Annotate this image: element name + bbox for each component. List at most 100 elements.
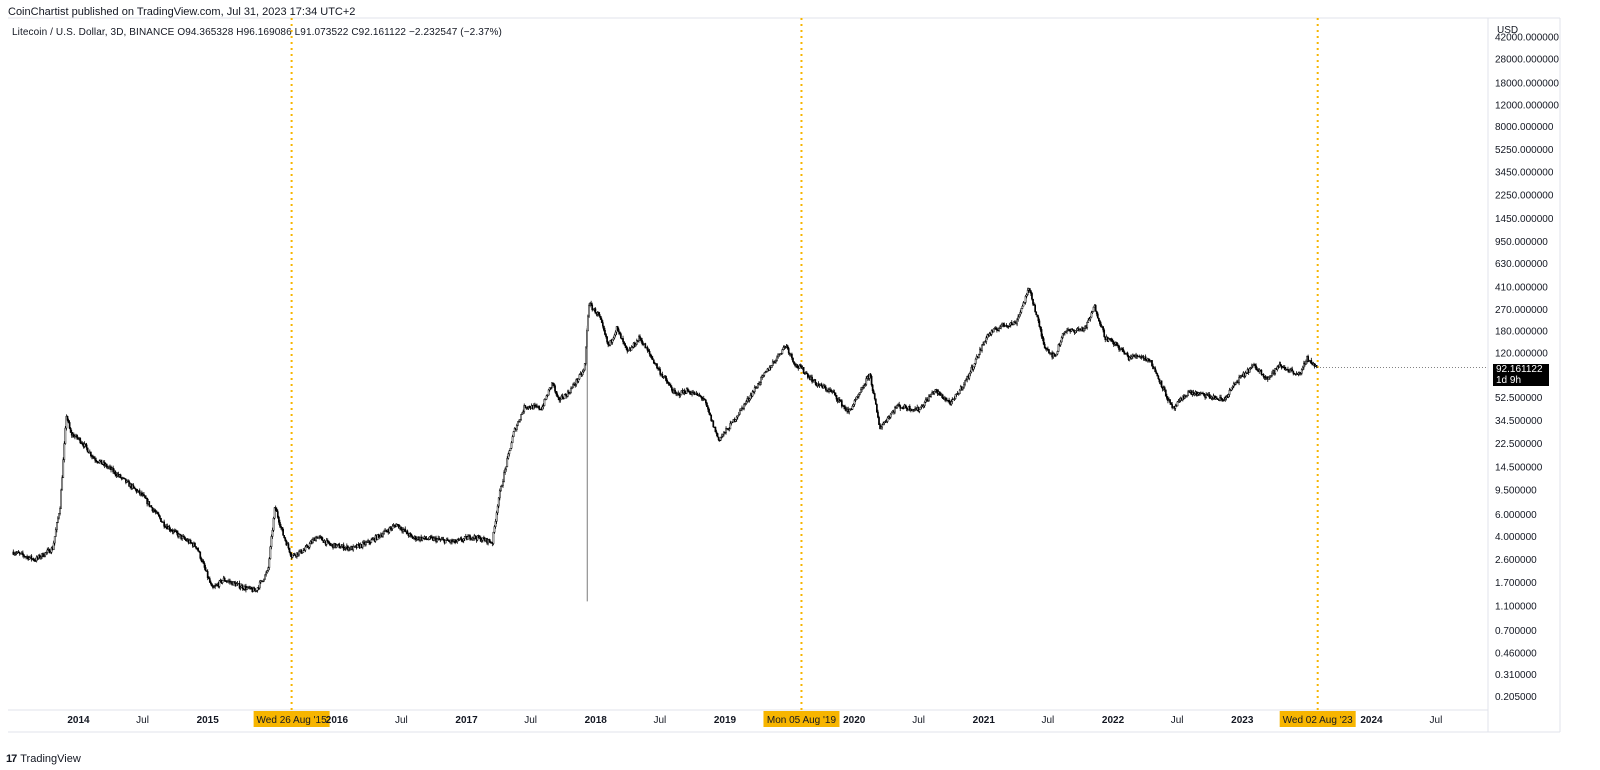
candle-body bbox=[609, 340, 612, 346]
candle-body bbox=[1178, 400, 1181, 402]
candle-body bbox=[146, 497, 148, 505]
candle-body bbox=[232, 581, 235, 586]
tradingview-wordmark: TradingView bbox=[20, 753, 81, 765]
price-tick-label: 270.000000 bbox=[1495, 305, 1548, 316]
candle-body bbox=[648, 351, 651, 355]
candle-body bbox=[1186, 394, 1188, 398]
candle-body bbox=[178, 533, 180, 537]
candle-body bbox=[119, 474, 122, 479]
candle-body bbox=[548, 387, 551, 391]
candle-body bbox=[998, 328, 1000, 331]
candle-body bbox=[44, 552, 47, 557]
symbol-info-bar[interactable]: Litecoin / U.S. Dollar, 3D, BINANCE O94.… bbox=[12, 27, 502, 38]
candle-body bbox=[1300, 369, 1303, 374]
time-axis[interactable]: 2014 Jul 2015 2016 Jul 2017 Jul 2018 Jul 2019 2020… bbox=[67, 715, 1442, 726]
candle-body bbox=[874, 398, 877, 405]
candle-body bbox=[163, 521, 165, 527]
candle-body bbox=[421, 537, 424, 541]
candle-body bbox=[650, 355, 653, 359]
candle-body bbox=[986, 334, 989, 339]
candle-body bbox=[700, 396, 703, 399]
candle-body bbox=[339, 547, 342, 549]
candle-body bbox=[210, 582, 212, 585]
candle-body bbox=[1066, 330, 1068, 332]
candle-body bbox=[860, 389, 862, 394]
candle-body bbox=[1032, 298, 1034, 305]
candle-body bbox=[1269, 376, 1271, 378]
candle-body bbox=[523, 405, 526, 412]
candle-body bbox=[630, 347, 633, 351]
candle-body bbox=[276, 511, 279, 518]
candle-body bbox=[1100, 323, 1102, 328]
candle-body bbox=[941, 394, 944, 399]
candle-body bbox=[1271, 372, 1273, 376]
tradingview-branding[interactable]: 17 TradingView bbox=[6, 753, 81, 765]
candle-body bbox=[992, 328, 995, 333]
candle-body bbox=[462, 538, 465, 541]
candle-body bbox=[547, 389, 550, 396]
candle-body bbox=[978, 354, 980, 358]
last-price-value: 92.161122 bbox=[1496, 364, 1543, 375]
candle-body bbox=[715, 431, 718, 434]
candle-body bbox=[886, 417, 889, 422]
candle-body bbox=[93, 456, 95, 459]
candle-body bbox=[1205, 394, 1208, 398]
price-tick-label: 0.460000 bbox=[1495, 649, 1537, 660]
halving-markers: Wed 26 Aug '15 Mon 05 Aug '19 Wed 02 Aug '… bbox=[253, 18, 1356, 727]
candle-body bbox=[853, 400, 856, 405]
candle-body bbox=[283, 535, 286, 538]
candle-body bbox=[1039, 326, 1042, 330]
candle-body bbox=[98, 460, 101, 463]
candle-body bbox=[577, 378, 580, 382]
candle-body bbox=[60, 489, 62, 509]
candle-body bbox=[369, 542, 372, 544]
candle-body bbox=[415, 536, 417, 541]
candle-body bbox=[190, 542, 193, 544]
candle-body bbox=[483, 537, 485, 540]
candle-body bbox=[777, 353, 779, 358]
halving-date-badge bbox=[763, 711, 840, 727]
candle-body bbox=[361, 542, 364, 548]
candle-body bbox=[1176, 401, 1179, 407]
candle-body bbox=[1092, 306, 1095, 312]
candle-body bbox=[255, 590, 258, 592]
candle-body bbox=[70, 432, 73, 436]
price-tick-label: 28000.000000 bbox=[1495, 55, 1559, 66]
candle-body bbox=[840, 400, 843, 407]
time-tick-label: Jul bbox=[1430, 715, 1443, 726]
candle-body bbox=[1065, 331, 1067, 333]
time-tick-label: Jul bbox=[395, 715, 408, 726]
candle-body bbox=[402, 529, 404, 532]
candle-body bbox=[463, 536, 466, 540]
candle-body bbox=[67, 419, 70, 423]
candle-body bbox=[282, 529, 284, 536]
candle-body bbox=[830, 389, 833, 392]
candle-body bbox=[1283, 366, 1286, 370]
candle-body bbox=[1121, 347, 1124, 350]
candle-body bbox=[1031, 293, 1033, 300]
candle-body bbox=[1227, 394, 1230, 398]
candle-body bbox=[1226, 396, 1229, 398]
candle-body bbox=[1103, 329, 1106, 337]
candle-body bbox=[1130, 356, 1133, 359]
candle-body bbox=[664, 376, 667, 379]
candle-body bbox=[312, 539, 314, 543]
candle-body bbox=[256, 587, 259, 591]
price-tick-label: 630.000000 bbox=[1495, 259, 1548, 270]
candle-body bbox=[153, 510, 156, 512]
price-tick-label: 12000.000000 bbox=[1495, 100, 1559, 111]
candle-body bbox=[287, 543, 290, 549]
candle-body bbox=[370, 539, 373, 544]
candle-body bbox=[241, 585, 244, 590]
candle-body bbox=[388, 527, 391, 533]
candle-body bbox=[1055, 353, 1058, 357]
candle-body bbox=[1307, 356, 1309, 362]
publisher-line: CoinChartist published on TradingView.co… bbox=[8, 6, 356, 18]
candle-body bbox=[412, 537, 415, 539]
candle-body bbox=[678, 392, 681, 396]
price-tick-label: 0.310000 bbox=[1495, 670, 1537, 681]
time-tick-label: Jul bbox=[653, 715, 666, 726]
candle-body bbox=[659, 369, 662, 375]
